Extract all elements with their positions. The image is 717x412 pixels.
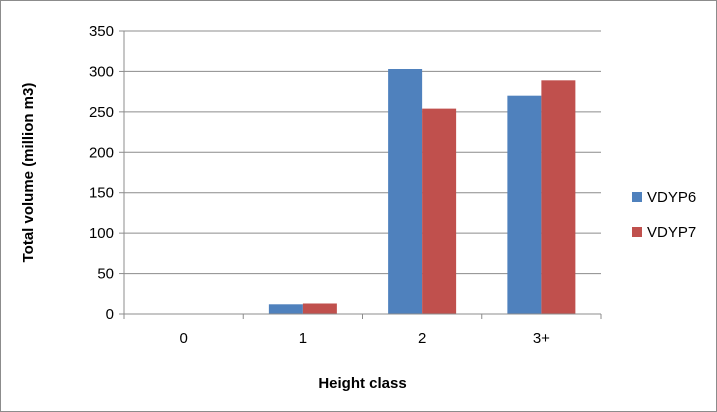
bars xyxy=(268,69,576,314)
legend-label-vdyp6: VDYP6 xyxy=(647,189,696,206)
legend-swatch-vdyp6 xyxy=(632,192,642,202)
x-axis-title: Height class xyxy=(318,375,406,392)
bar-vdyp6-3+ xyxy=(507,95,542,314)
x-tick-label: 1 xyxy=(299,330,307,347)
tick-labels: 0 50 100 150 200 250 300 350 0 1 2 3+ xyxy=(89,23,550,347)
x-tick-label: 3+ xyxy=(533,330,550,347)
y-tick-label: 200 xyxy=(89,144,114,161)
bar-vdyp7-1 xyxy=(302,303,337,314)
y-tick-label: 350 xyxy=(89,23,114,40)
y-tick-label: 150 xyxy=(89,185,114,202)
gridlines xyxy=(124,30,601,275)
y-tick-label: 100 xyxy=(89,225,114,242)
bar-vdyp7-2 xyxy=(422,108,457,314)
legend-label-vdyp7: VDYP7 xyxy=(647,224,696,241)
y-tick-label: 0 xyxy=(106,306,114,323)
legend-swatch-vdyp7 xyxy=(632,227,642,237)
axes xyxy=(119,30,602,319)
y-tick-label: 300 xyxy=(89,63,114,80)
legend: VDYP6 VDYP7 xyxy=(632,189,696,241)
y-tick-label: 250 xyxy=(89,104,114,121)
x-tick-label: 2 xyxy=(418,330,426,347)
y-tick-label: 50 xyxy=(97,266,114,283)
bar-vdyp7-3+ xyxy=(541,80,576,314)
y-axis-title: Total volume (million m3) xyxy=(20,83,37,263)
x-tick-label: 0 xyxy=(179,330,187,347)
bar-vdyp6-2 xyxy=(388,69,423,314)
bar-vdyp6-1 xyxy=(268,304,303,314)
